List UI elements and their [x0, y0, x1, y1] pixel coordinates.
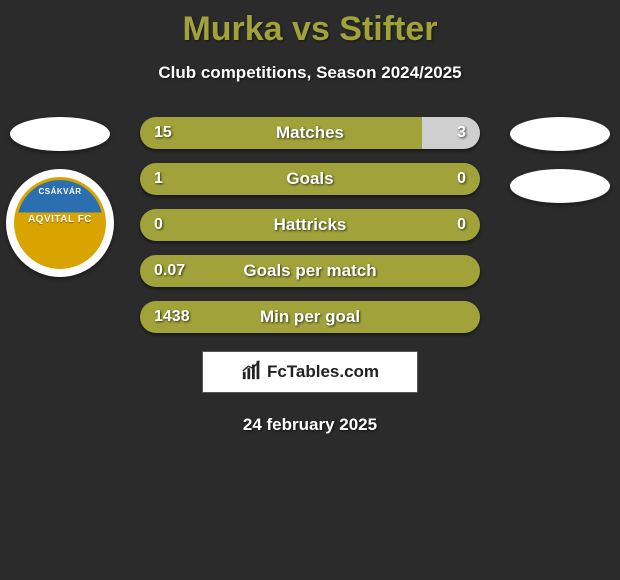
left-club-column: CSÁKVÁR AQVITAL FC: [5, 117, 115, 277]
bar-right-value: 3: [457, 117, 466, 149]
bar-left-fill: [140, 209, 480, 241]
page-title: Murka vs Stifter: [0, 0, 620, 49]
stat-bars: 153Matches10Goals00Hattricks0.07Goals pe…: [140, 117, 480, 333]
bar-right-value: 0: [457, 163, 466, 195]
fctables-logo-text: FcTables.com: [267, 362, 379, 382]
bar-left-fill: [140, 255, 480, 287]
chart-icon: [241, 359, 263, 386]
left-player-placeholder: [10, 117, 110, 151]
stat-bar: 153Matches: [140, 117, 480, 149]
right-club-column: [505, 117, 615, 203]
stat-bar: 1438Min per goal: [140, 301, 480, 333]
stat-bar: 0.07Goals per match: [140, 255, 480, 287]
club-logo-aqvital: CSÁKVÁR AQVITAL FC: [14, 177, 106, 269]
stat-bar: 10Goals: [140, 163, 480, 195]
fctables-logo[interactable]: FcTables.com: [202, 351, 418, 393]
bar-left-value: 1: [154, 163, 163, 195]
bar-left-value: 0: [154, 209, 163, 241]
bar-left-value: 1438: [154, 301, 190, 333]
right-player-placeholder-2: [510, 169, 610, 203]
page-subtitle: Club competitions, Season 2024/2025: [0, 63, 620, 83]
left-club-badge: CSÁKVÁR AQVITAL FC: [6, 169, 114, 277]
bar-right-fill: [422, 117, 480, 149]
bar-left-fill: [140, 163, 480, 195]
bar-left-fill: [140, 117, 422, 149]
club-badge-mid-text: AQVITAL FC: [28, 214, 92, 225]
comparison-area: CSÁKVÁR AQVITAL FC 153Matches10Goals00Ha…: [0, 117, 620, 333]
bar-left-value: 0.07: [154, 255, 185, 287]
bar-left-fill: [140, 301, 480, 333]
bar-right-value: 0: [457, 209, 466, 241]
club-badge-top-text: CSÁKVÁR: [38, 187, 81, 196]
stat-bar: 00Hattricks: [140, 209, 480, 241]
bar-left-value: 15: [154, 117, 172, 149]
right-player-placeholder-1: [510, 117, 610, 151]
footer-date: 24 february 2025: [0, 415, 620, 435]
